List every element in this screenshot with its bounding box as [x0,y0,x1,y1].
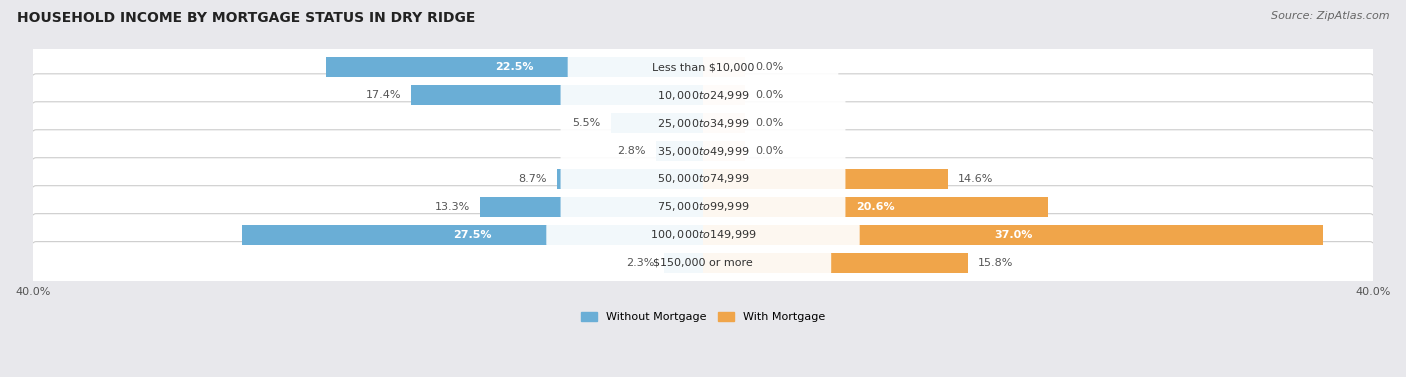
FancyBboxPatch shape [31,214,1375,256]
Text: Source: ZipAtlas.com: Source: ZipAtlas.com [1271,11,1389,21]
Bar [412,85,703,105]
Text: 15.8%: 15.8% [977,258,1014,268]
Bar [703,57,745,77]
Bar [326,57,703,77]
FancyBboxPatch shape [31,186,1375,228]
Bar [703,197,1049,217]
Text: 20.6%: 20.6% [856,202,894,212]
Text: 37.0%: 37.0% [994,230,1032,240]
FancyBboxPatch shape [575,251,831,274]
FancyBboxPatch shape [561,111,845,135]
Text: $75,000 to $99,999: $75,000 to $99,999 [657,201,749,213]
FancyBboxPatch shape [31,130,1375,172]
Text: $100,000 to $149,999: $100,000 to $149,999 [650,228,756,241]
Text: 14.6%: 14.6% [957,174,993,184]
FancyBboxPatch shape [561,167,845,191]
Text: Less than $10,000: Less than $10,000 [652,62,754,72]
Text: 2.3%: 2.3% [626,258,654,268]
Bar [703,113,745,133]
Text: 0.0%: 0.0% [755,118,783,128]
Bar [703,225,1323,245]
Text: 0.0%: 0.0% [755,90,783,100]
Text: $150,000 or more: $150,000 or more [654,258,752,268]
Bar [242,225,703,245]
FancyBboxPatch shape [561,139,845,163]
Legend: Without Mortgage, With Mortgage: Without Mortgage, With Mortgage [576,307,830,326]
Text: 8.7%: 8.7% [519,174,547,184]
Bar [557,169,703,189]
Bar [610,113,703,133]
Bar [479,197,703,217]
Bar [665,253,703,273]
Text: $10,000 to $24,999: $10,000 to $24,999 [657,89,749,101]
Text: $35,000 to $49,999: $35,000 to $49,999 [657,144,749,158]
Text: 5.5%: 5.5% [572,118,600,128]
Text: $25,000 to $34,999: $25,000 to $34,999 [657,116,749,130]
Text: 27.5%: 27.5% [453,230,492,240]
FancyBboxPatch shape [561,195,845,219]
FancyBboxPatch shape [31,74,1375,116]
Text: 2.8%: 2.8% [617,146,645,156]
FancyBboxPatch shape [31,242,1375,284]
Bar [703,85,745,105]
Bar [703,141,745,161]
Text: 22.5%: 22.5% [495,62,534,72]
Bar [657,141,703,161]
Text: 13.3%: 13.3% [434,202,470,212]
Text: 0.0%: 0.0% [755,62,783,72]
FancyBboxPatch shape [568,55,838,79]
Bar [703,253,967,273]
Text: 17.4%: 17.4% [366,90,401,100]
FancyBboxPatch shape [31,46,1375,88]
FancyBboxPatch shape [561,83,845,107]
Text: 0.0%: 0.0% [755,146,783,156]
FancyBboxPatch shape [31,102,1375,144]
Text: $50,000 to $74,999: $50,000 to $74,999 [657,173,749,185]
FancyBboxPatch shape [31,158,1375,200]
Bar [703,169,948,189]
Text: HOUSEHOLD INCOME BY MORTGAGE STATUS IN DRY RIDGE: HOUSEHOLD INCOME BY MORTGAGE STATUS IN D… [17,11,475,25]
FancyBboxPatch shape [547,223,859,247]
